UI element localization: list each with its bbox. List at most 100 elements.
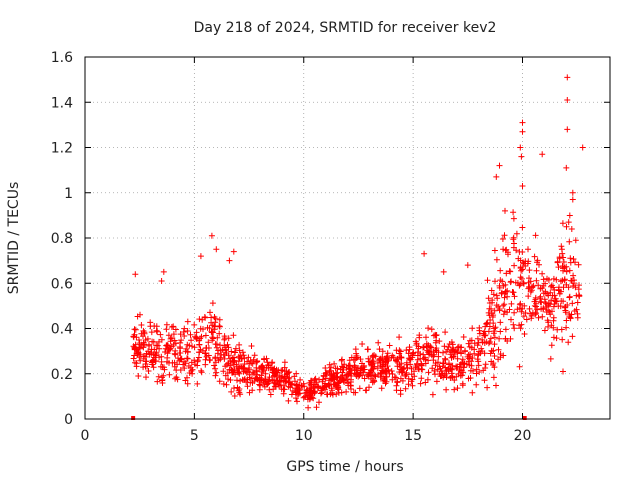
data-point: [240, 352, 247, 359]
data-point: [510, 289, 517, 296]
data-point: [153, 342, 160, 349]
data-point: [483, 320, 490, 327]
data-point: [437, 373, 444, 380]
data-point: [221, 336, 228, 343]
data-point: [393, 347, 400, 354]
data-point: [188, 337, 195, 344]
data-point: [379, 348, 386, 355]
data-point: [184, 380, 191, 387]
data-point: [511, 293, 518, 300]
data-point: [405, 355, 412, 362]
data-point: [475, 362, 482, 369]
data-point: [487, 317, 494, 323]
data-point: [432, 371, 438, 378]
data-point: [322, 365, 329, 371]
data-point: [348, 370, 355, 377]
data-point: [454, 355, 461, 362]
data-point: [491, 353, 498, 359]
data-point: [221, 352, 228, 358]
data-point: [231, 349, 238, 356]
data-point: [334, 385, 341, 392]
data-point: [291, 373, 298, 380]
data-point: [293, 395, 299, 402]
data-point: [175, 355, 181, 362]
data-point: [433, 332, 440, 338]
data-point: [523, 316, 530, 323]
data-point: [474, 342, 481, 349]
data-point: [548, 342, 555, 349]
data-point: [251, 378, 258, 385]
data-point: [532, 232, 539, 239]
data-point: [449, 341, 456, 348]
data-point: [563, 164, 570, 171]
data-point: [551, 292, 558, 299]
data-point: [564, 97, 571, 103]
data-point: [285, 383, 292, 390]
data-point: [502, 326, 509, 333]
data-point: [556, 254, 563, 261]
data-point: [573, 292, 580, 299]
data-point: [230, 248, 237, 255]
data-point: [149, 361, 156, 368]
data-point: [573, 306, 580, 313]
data-point: [442, 329, 449, 336]
data-point: [212, 365, 219, 372]
data-point: [141, 329, 148, 336]
data-point: [347, 363, 354, 370]
data-point: [233, 363, 240, 370]
data-point: [206, 325, 213, 332]
data-point: [497, 319, 504, 326]
data-point: [376, 346, 383, 353]
data-point: [138, 322, 145, 328]
x-tick-label: 20: [514, 428, 532, 444]
data-point: [361, 375, 368, 382]
data-points: [130, 74, 586, 411]
y-tick-label: 0.2: [51, 367, 73, 383]
data-point: [500, 311, 507, 318]
data-point: [568, 226, 575, 232]
data-point: [193, 329, 200, 336]
data-point: [261, 381, 267, 388]
data-point: [134, 351, 141, 358]
data-point: [140, 327, 147, 334]
data-point: [281, 359, 288, 366]
data-point: [215, 347, 222, 354]
data-point: [235, 387, 242, 394]
data-point: [326, 361, 333, 368]
data-point: [355, 373, 362, 380]
data-point: [394, 363, 401, 370]
data-point: [572, 259, 578, 266]
data-point: [430, 332, 437, 339]
data-point: [491, 247, 498, 254]
data-point: [334, 379, 341, 386]
data-point: [172, 340, 179, 347]
data-point: [551, 297, 558, 304]
data-point: [345, 380, 352, 387]
data-point: [208, 232, 215, 239]
data-point: [248, 343, 255, 349]
data-point: [553, 335, 560, 342]
data-point: [174, 361, 181, 368]
y-tick-label: 1.6: [51, 50, 73, 66]
data-point: [225, 335, 232, 342]
data-point: [525, 279, 532, 286]
data-point: [135, 373, 142, 379]
data-point: [196, 316, 203, 323]
data-point: [525, 293, 532, 300]
data-point: [393, 357, 400, 364]
data-point: [518, 321, 525, 328]
data-point: [368, 369, 375, 375]
data-point: [550, 324, 557, 331]
data-point: [496, 284, 503, 291]
data-point: [236, 347, 243, 354]
data-point: [393, 382, 400, 389]
data-point: [490, 374, 497, 381]
data-point: [501, 301, 508, 308]
data-point: [258, 372, 265, 379]
data-point: [244, 383, 251, 390]
data-point: [294, 398, 300, 405]
data-point: [362, 387, 369, 394]
data-point: [444, 346, 451, 353]
data-point: [506, 306, 513, 313]
data-point: [172, 326, 179, 333]
